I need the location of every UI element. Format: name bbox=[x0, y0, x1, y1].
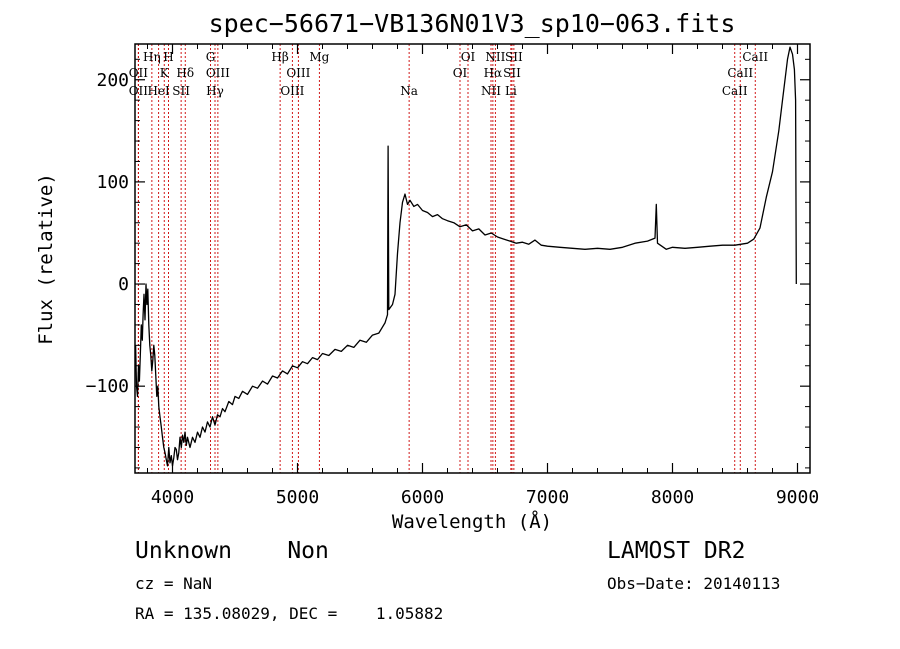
x-tick-label: 6000 bbox=[401, 487, 444, 508]
axis-ticks: 4000 5000 6000 7000 8000 9000 200 100 0 −100 bbox=[86, 44, 819, 508]
emission-line-label: G bbox=[206, 50, 216, 64]
emission-line-label: H bbox=[163, 50, 173, 64]
x-tick-label: 7000 bbox=[526, 487, 569, 508]
emission-line-label: OII bbox=[129, 66, 149, 80]
emission-line-label: Hδ bbox=[176, 66, 194, 80]
emission-line-label: OII bbox=[129, 84, 149, 98]
x-tick-label: 5000 bbox=[276, 487, 319, 508]
emission-line-label: CaII bbox=[727, 66, 753, 80]
emission-line-label: OI bbox=[461, 50, 476, 64]
emission-line-label: Na bbox=[400, 84, 418, 98]
emission-line-label: OIII bbox=[280, 84, 304, 98]
emission-line-label: OIII bbox=[286, 66, 310, 80]
emission-line-label: NII bbox=[481, 84, 501, 98]
x-tick-label: 4000 bbox=[151, 487, 194, 508]
x-axis-label: Wavelength (Å) bbox=[392, 510, 552, 533]
y-axis-label: Flux (relative) bbox=[35, 173, 57, 345]
x-tick-label: 9000 bbox=[776, 487, 819, 508]
emission-line-labels: OIIOIIHηHeIHKSIIHδGOIIIHγHβOIIIOIIIMgNaO… bbox=[129, 50, 769, 98]
coordinates-label: RA = 135.08029, DEC = 1.05882 bbox=[135, 604, 444, 623]
obs-date-label: Obs−Date: 20140113 bbox=[607, 574, 781, 593]
emission-line-label: Hβ bbox=[271, 50, 288, 64]
emission-line-label: SII bbox=[172, 84, 190, 98]
object-class-label: Unknown Non bbox=[135, 538, 329, 564]
x-tick-label: 8000 bbox=[651, 487, 694, 508]
emission-line-label: SII bbox=[505, 50, 523, 64]
emission-line-label: NII bbox=[485, 50, 505, 64]
emission-line-label: CaII bbox=[722, 84, 748, 98]
emission-line-label: Hη bbox=[143, 50, 161, 64]
emission-line-label: SII bbox=[503, 66, 521, 80]
emission-line-markers bbox=[137, 44, 756, 473]
emission-line-label: Hα bbox=[484, 66, 503, 80]
emission-line-label: CaII bbox=[742, 50, 768, 64]
redshift-label: cz = NaN bbox=[135, 574, 213, 593]
y-tick-label: 100 bbox=[96, 172, 129, 193]
emission-line-label: OIII bbox=[206, 66, 230, 80]
emission-line-label: Li bbox=[505, 84, 517, 98]
y-tick-label: 0 bbox=[118, 274, 129, 295]
emission-line-label: OI bbox=[453, 66, 468, 80]
plot-frame bbox=[134, 43, 811, 474]
spectrum-line bbox=[134, 46, 797, 467]
spectrum-series bbox=[134, 46, 797, 467]
chart-title: spec−56671−VB136N01V3_sp10−063.fits bbox=[209, 9, 736, 38]
y-tick-label: 200 bbox=[96, 70, 129, 91]
emission-line-label: Mg bbox=[309, 50, 329, 64]
survey-label: LAMOST DR2 bbox=[607, 538, 746, 564]
emission-line-label: K bbox=[160, 66, 170, 80]
emission-line-label: HeI bbox=[147, 84, 170, 98]
y-tick-label: −100 bbox=[86, 376, 129, 397]
emission-line-label: Hγ bbox=[206, 84, 224, 98]
